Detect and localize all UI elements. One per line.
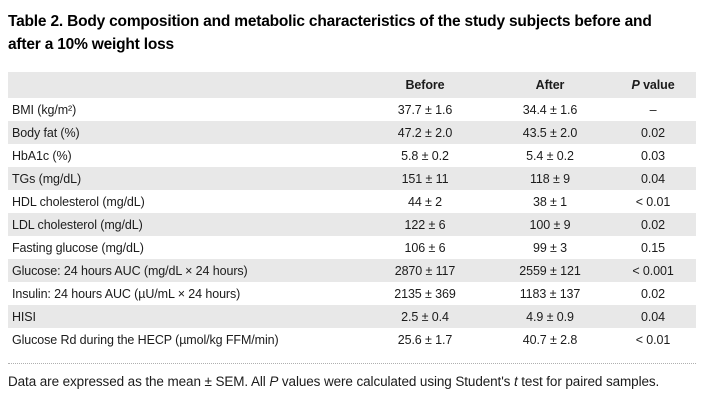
after-value: 4.9 ± 0.9 xyxy=(490,305,610,328)
footnote: Data are expressed as the mean ± SEM. Al… xyxy=(8,370,696,393)
data-table: Before After P value BMI (kg/m²) 37.7 ± … xyxy=(8,72,696,351)
footnote-italic-t: t xyxy=(513,374,518,389)
footnote-italic-p: P xyxy=(269,374,279,389)
p-value: 0.03 xyxy=(641,148,665,163)
row-label: TGs (mg/dL) xyxy=(8,167,360,190)
before-value: 151 ± 11 xyxy=(360,167,490,190)
p-value: < 0.001 xyxy=(610,259,696,282)
column-header-after: After xyxy=(490,72,610,98)
p-value: < 0.01 xyxy=(635,194,671,209)
before-value: 25.6 ± 1.7 xyxy=(397,332,453,347)
table-title: Table 2. Body composition and metabolic … xyxy=(8,13,652,53)
table-row: TGs (mg/dL) 151 ± 11 118 ± 9 0.04 xyxy=(8,167,696,190)
table-row: BMI (kg/m²) 37.7 ± 1.6 34.4 ± 1.6 – xyxy=(8,98,696,121)
table-row: Body fat (%) 47.2 ± 2.0 43.5 ± 2.0 0.02 xyxy=(8,121,696,144)
footnote-text: values were calculated using Student's xyxy=(278,374,514,389)
row-label: Glucose: 24 hours AUC (mg/dL × 24 hours) xyxy=(8,259,360,282)
column-header-pvalue: P value xyxy=(610,72,696,98)
p-value: 0.04 xyxy=(610,167,696,190)
before-value: 2135 ± 369 xyxy=(394,286,456,301)
table-row: Fasting glucose (mg/dL) 106 ± 6 99 ± 3 0… xyxy=(8,236,696,259)
after-value: 99 ± 3 xyxy=(532,240,568,255)
before-value: 106 ± 6 xyxy=(404,240,446,255)
before-value: 5.8 ± 0.2 xyxy=(401,148,449,163)
before-value: 122 ± 6 xyxy=(360,213,490,236)
row-label: Fasting glucose (mg/dL) xyxy=(12,240,144,255)
footnote-text: Data are expressed as the mean ± SEM. Al… xyxy=(8,374,270,389)
table-row: Insulin: 24 hours AUC (µU/mL × 24 hours)… xyxy=(8,282,696,305)
row-label: HbA1c (%) xyxy=(12,148,72,163)
table-row: Glucose Rd during the HECP (µmol/kg FFM/… xyxy=(8,328,696,351)
pvalue-header-rest: value xyxy=(639,78,675,92)
after-value: 40.7 ± 2.8 xyxy=(522,332,578,347)
after-value: 100 ± 9 xyxy=(490,213,610,236)
row-label: BMI (kg/m²) xyxy=(12,102,77,117)
table-row: LDL cholesterol (mg/dL) 122 ± 6 100 ± 9 … xyxy=(8,213,696,236)
table-row: HDL cholesterol (mg/dL) 44 ± 2 38 ± 1 < … xyxy=(8,190,696,213)
after-value: 5.4 ± 0.2 xyxy=(526,148,574,163)
table-header-row: Before After P value xyxy=(8,72,696,98)
after-value: 118 ± 9 xyxy=(490,167,610,190)
before-value: 37.7 ± 1.6 xyxy=(397,102,453,117)
after-value: 38 ± 1 xyxy=(532,194,568,209)
before-value: 2.5 ± 0.4 xyxy=(360,305,490,328)
row-label: LDL cholesterol (mg/dL) xyxy=(8,213,360,236)
before-value: 44 ± 2 xyxy=(407,194,443,209)
p-value: < 0.01 xyxy=(635,332,671,347)
p-value: 0.02 xyxy=(641,286,665,301)
column-header-before: Before xyxy=(360,72,490,98)
footnote-text: test for paired samples. xyxy=(517,374,660,389)
p-value: 0.04 xyxy=(610,305,696,328)
after-value: 34.4 ± 1.6 xyxy=(522,102,578,117)
table-row: Glucose: 24 hours AUC (mg/dL × 24 hours)… xyxy=(8,259,696,282)
table-bottom-divider xyxy=(8,363,696,364)
table-row: HbA1c (%) 5.8 ± 0.2 5.4 ± 0.2 0.03 xyxy=(8,144,696,167)
after-value: 2559 ± 121 xyxy=(490,259,610,282)
row-label: HISI xyxy=(8,305,360,328)
p-value: 0.15 xyxy=(641,240,665,255)
row-label: HDL cholesterol (mg/dL) xyxy=(12,194,145,209)
table-row: HISI 2.5 ± 0.4 4.9 ± 0.9 0.04 xyxy=(8,305,696,328)
after-value: 1183 ± 137 xyxy=(519,286,581,301)
column-header-empty xyxy=(8,72,360,98)
p-value: 0.02 xyxy=(610,121,696,144)
pvalue-header-italic-p: P xyxy=(631,78,640,92)
row-label: Insulin: 24 hours AUC (µU/mL × 24 hours) xyxy=(12,286,241,301)
after-value: 43.5 ± 2.0 xyxy=(490,121,610,144)
row-label: Glucose Rd during the HECP (µmol/kg FFM/… xyxy=(12,332,279,347)
before-value: 47.2 ± 2.0 xyxy=(360,121,490,144)
p-value: 0.02 xyxy=(610,213,696,236)
p-value: – xyxy=(649,102,657,117)
before-value: 2870 ± 117 xyxy=(360,259,490,282)
row-label: Body fat (%) xyxy=(8,121,360,144)
